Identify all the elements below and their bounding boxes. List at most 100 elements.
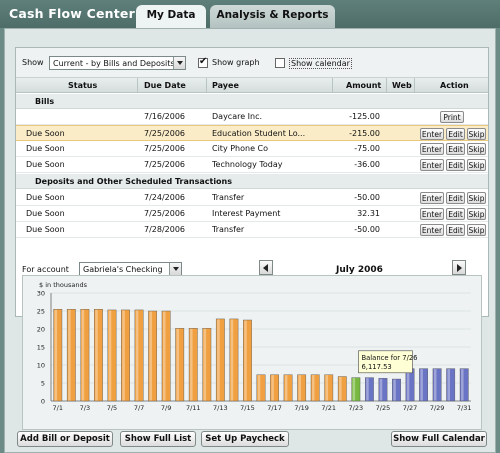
chart-bar bbox=[161, 310, 171, 402]
bar-highlight bbox=[366, 378, 369, 401]
enter-button[interactable]: Enter bbox=[420, 224, 444, 236]
show-calendar-checkbox[interactable] bbox=[275, 58, 285, 68]
balance-chart: $ in thousands 0 5 10 15 20 25 30 7/1 7/3 7/5 7/7 7/… bbox=[22, 275, 482, 430]
x-tick-label: 7/19 bbox=[294, 404, 309, 412]
previous-month-button[interactable] bbox=[259, 260, 273, 275]
table-row[interactable]: Due Soon 7/28/2006 Transfer -50.00 Enter… bbox=[16, 222, 488, 238]
table-row[interactable]: Due Soon 7/25/2006 Technology Today -36.… bbox=[16, 157, 488, 173]
skip-button[interactable]: Skip bbox=[467, 192, 486, 204]
col-due-date[interactable]: Due Date bbox=[144, 81, 186, 90]
enter-button[interactable]: Enter bbox=[420, 128, 444, 140]
row-due-date: 7/25/2006 bbox=[144, 144, 186, 153]
chart-bar bbox=[107, 309, 117, 402]
chart-bar bbox=[175, 328, 185, 402]
show-full-calendar-button[interactable]: Show Full Calendar bbox=[391, 431, 487, 447]
row-due-date: 7/25/2006 bbox=[144, 209, 186, 218]
col-status[interactable]: Status bbox=[68, 81, 98, 90]
tab-my-data[interactable]: My Data bbox=[136, 5, 206, 28]
enter-button[interactable]: Enter bbox=[420, 208, 444, 220]
bar-highlight bbox=[298, 375, 301, 401]
table-row[interactable]: Due Soon 7/25/2006 Education Student Lo.… bbox=[16, 125, 488, 141]
show-view-select[interactable]: Current - by Bills and Deposits bbox=[49, 56, 186, 70]
chart-bar bbox=[378, 378, 388, 402]
chart-bar bbox=[202, 328, 212, 402]
bar-highlight bbox=[339, 377, 342, 401]
section-bills: Bills bbox=[16, 94, 488, 109]
skip-button[interactable]: Skip bbox=[467, 143, 486, 155]
bar-highlight bbox=[217, 319, 220, 401]
set-up-paycheck-button[interactable]: Set Up Paycheck bbox=[201, 431, 289, 447]
col-payee[interactable]: Payee bbox=[212, 81, 239, 90]
bar-highlight bbox=[54, 309, 58, 401]
table-header: Status Due Date Payee Amount Web Action bbox=[16, 78, 488, 93]
table-row[interactable]: Due Soon 7/25/2006 City Phone Co -75.00 … bbox=[16, 141, 488, 157]
row-due-date: 7/24/2006 bbox=[144, 193, 186, 202]
edit-button[interactable]: Edit bbox=[446, 128, 465, 140]
print-button[interactable]: Print bbox=[440, 111, 464, 123]
col-action[interactable]: Action bbox=[440, 81, 469, 90]
bar-highlight bbox=[284, 375, 288, 401]
edit-button[interactable]: Edit bbox=[446, 143, 465, 155]
chart-bar bbox=[148, 310, 158, 402]
row-payee: Transfer bbox=[212, 193, 245, 202]
col-web[interactable]: Web bbox=[392, 81, 412, 90]
row-amount: -215.00 bbox=[349, 129, 380, 138]
chart-bar bbox=[459, 368, 469, 402]
chart-bar bbox=[446, 368, 456, 402]
chart-bar bbox=[419, 368, 428, 402]
table-row[interactable]: Due Soon 7/25/2006 Interest Payment 32.3… bbox=[16, 206, 488, 222]
chevron-down-icon[interactable] bbox=[169, 263, 181, 275]
show-calendar-label[interactable]: Show calendar bbox=[289, 58, 352, 69]
chart-bar bbox=[121, 309, 130, 402]
account-select[interactable]: Gabriela's Checking bbox=[79, 262, 182, 276]
col-amount[interactable]: Amount bbox=[346, 81, 382, 90]
enter-button[interactable]: Enter bbox=[420, 192, 444, 204]
row-status: Due Soon bbox=[26, 144, 65, 153]
skip-button[interactable]: Skip bbox=[467, 224, 486, 236]
bar-highlight bbox=[230, 319, 234, 401]
chart-bar bbox=[215, 318, 225, 402]
y-tick-label: 25 bbox=[37, 308, 45, 316]
enter-button[interactable]: Enter bbox=[420, 159, 444, 171]
row-payee: Technology Today bbox=[212, 160, 283, 169]
x-tick-label: 7/23 bbox=[349, 404, 364, 412]
edit-button[interactable]: Edit bbox=[446, 208, 465, 220]
bar-highlight bbox=[122, 310, 125, 401]
toolbar: Show Current - by Bills and Deposits Sho… bbox=[16, 48, 488, 78]
bar-highlight bbox=[393, 379, 396, 401]
balance-chart-svg: $ in thousands 0 5 10 15 20 25 30 7/1 7/3 7/5 7/7 7/… bbox=[37, 281, 472, 412]
chart-bar bbox=[94, 309, 103, 402]
enter-button[interactable]: Enter bbox=[420, 143, 444, 155]
row-due-date: 7/16/2006 bbox=[144, 112, 186, 121]
row-payee: Daycare Inc. bbox=[212, 112, 263, 121]
tooltip-title: Balance for 7/26 bbox=[361, 354, 417, 362]
edit-button[interactable]: Edit bbox=[446, 224, 465, 236]
tab-analysis-reports[interactable]: Analysis & Reports bbox=[210, 5, 335, 28]
table-row[interactable]: 7/16/2006 Daycare Inc. -125.00 Print bbox=[16, 109, 488, 125]
column-divider bbox=[206, 78, 207, 93]
skip-button[interactable]: Skip bbox=[467, 128, 486, 140]
x-tick-label: 7/15 bbox=[240, 404, 255, 412]
x-tick-label: 7/11 bbox=[186, 404, 201, 412]
y-tick-label: 0 bbox=[41, 398, 45, 406]
section-deposits: Deposits and Other Scheduled Transaction… bbox=[16, 174, 488, 189]
skip-button[interactable]: Skip bbox=[467, 208, 486, 220]
table-row[interactable]: Due Soon 7/24/2006 Transfer -50.00 Enter… bbox=[16, 190, 488, 206]
column-divider bbox=[137, 78, 138, 93]
add-bill-or-deposit-button[interactable]: Add Bill or Deposit bbox=[17, 431, 113, 447]
x-tick-label: 7/5 bbox=[107, 404, 117, 412]
next-month-button[interactable] bbox=[452, 260, 466, 275]
bar-highlight bbox=[461, 369, 464, 401]
skip-button[interactable]: Skip bbox=[467, 159, 486, 171]
x-tick-label: 7/13 bbox=[213, 404, 228, 412]
chevron-down-icon[interactable] bbox=[173, 57, 185, 69]
chart-bar bbox=[364, 377, 374, 402]
row-amount: -125.00 bbox=[349, 112, 380, 121]
row-due-date: 7/25/2006 bbox=[144, 160, 186, 169]
show-graph-checkbox[interactable] bbox=[198, 56, 208, 68]
x-tick-label: 7/27 bbox=[403, 404, 418, 412]
edit-button[interactable]: Edit bbox=[446, 192, 465, 204]
show-full-list-button[interactable]: Show Full List bbox=[120, 431, 196, 447]
edit-button[interactable]: Edit bbox=[446, 159, 465, 171]
y-tick-label: 5 bbox=[41, 380, 45, 388]
